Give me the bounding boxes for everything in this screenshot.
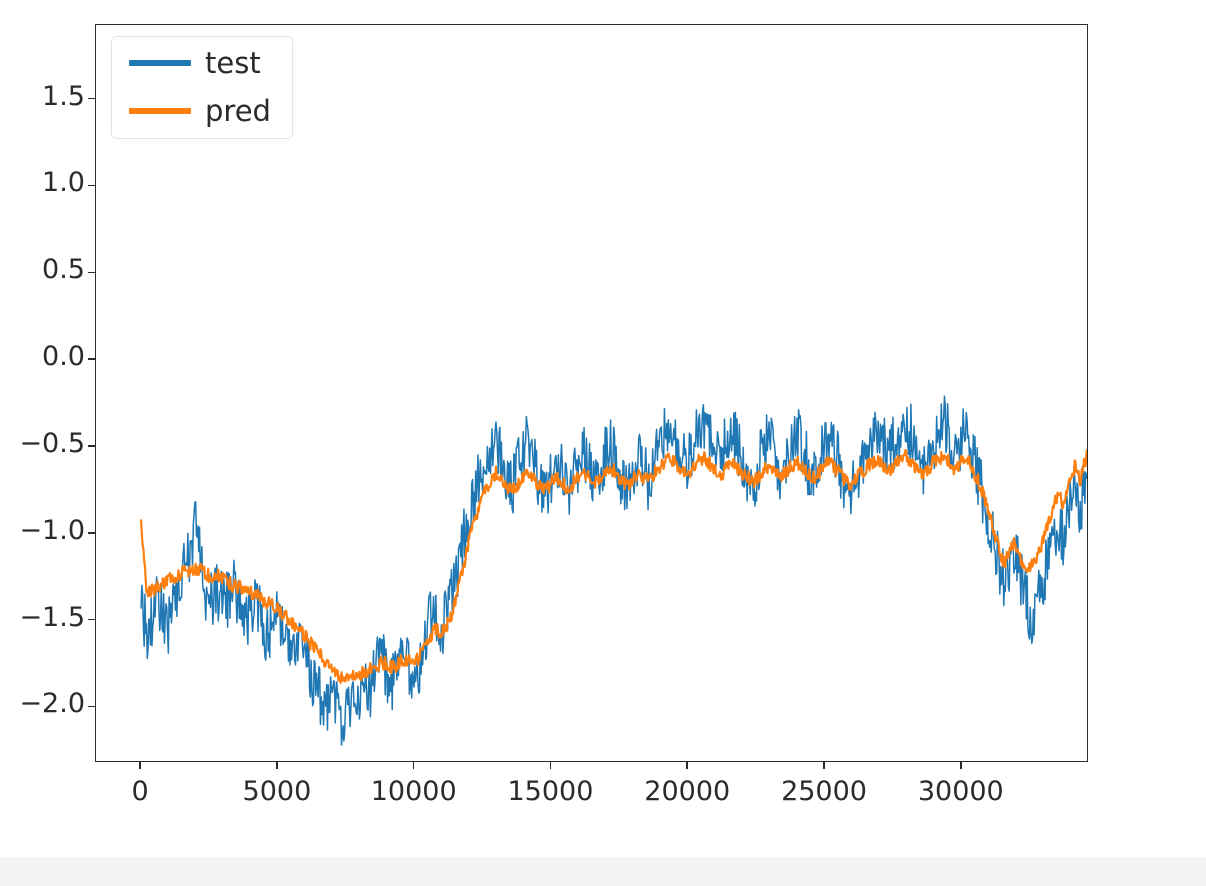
x-tick-label: 25000 [781,776,867,807]
x-tick-mark [139,762,141,769]
y-tick-mark [88,358,95,360]
y-tick-mark [88,445,95,447]
x-tick-label: 0 [131,776,149,807]
series-canvas [139,395,1087,746]
y-tick-label: −1.5 [19,601,85,633]
x-tick-mark [549,762,552,769]
x-tick-mark [412,762,415,769]
matplotlib-figure: −2.0 −1.5 −1.0 −0.5 0.0 0.5 1.0 1.5 0 5000 10000 1… [19,24,1088,807]
y-tick-mark [88,531,95,534]
line-series-test [140,395,1087,746]
line-series-pred [139,448,1087,685]
y-tick-label: −0.5 [19,427,85,459]
y-tick-label: 0.0 [42,341,85,373]
y-tick-label: −2.0 [19,688,85,720]
legend-swatch-pred [129,108,191,114]
y-tick-mark [88,705,95,708]
x-tick-label: 15000 [507,776,594,807]
y-tick-mark [88,97,95,100]
plot-area [95,24,1088,762]
y-tick-label: −1.0 [19,514,85,546]
x-tick-mark [959,762,962,769]
legend-swatch-test [129,60,191,66]
legend: test pred [111,36,293,139]
y-tick-label: 0.5 [42,254,85,286]
x-tick-mark [276,762,278,769]
x-tick-mark [823,762,825,769]
x-tick-label: 30000 [917,776,1004,807]
x-tick-label: 5000 [242,776,312,807]
y-tick-mark [88,184,95,187]
x-tick-label: 20000 [644,776,731,807]
legend-item-pred: pred [112,89,292,133]
y-tick-mark [88,271,95,274]
legend-label-test: test [205,46,261,80]
footer-bar [0,857,1206,886]
y-tick-mark [88,618,95,621]
x-tick-label: 10000 [370,776,457,807]
x-tick-mark [686,762,689,769]
y-tick-label: 1.0 [42,167,85,199]
y-tick-label: 1.5 [42,80,85,112]
legend-label-pred: pred [205,94,271,128]
legend-item-test: test [112,41,292,85]
